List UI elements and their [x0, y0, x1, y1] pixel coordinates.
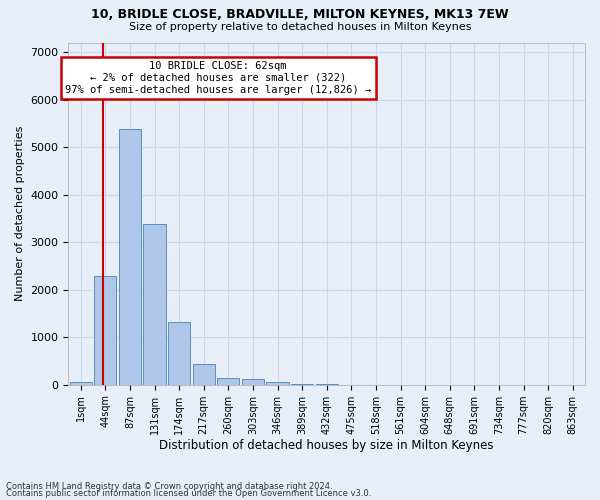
- Bar: [119, 129, 141, 384]
- Text: Contains HM Land Registry data © Crown copyright and database right 2024.: Contains HM Land Registry data © Crown c…: [6, 482, 332, 491]
- Text: Contains public sector information licensed under the Open Government Licence v3: Contains public sector information licen…: [6, 490, 371, 498]
- Bar: [266, 382, 289, 384]
- Bar: [70, 382, 92, 384]
- Bar: [217, 378, 239, 384]
- Text: 10 BRIDLE CLOSE: 62sqm
← 2% of detached houses are smaller (322)
97% of semi-det: 10 BRIDLE CLOSE: 62sqm ← 2% of detached …: [65, 62, 371, 94]
- Bar: [94, 276, 116, 384]
- Bar: [242, 380, 264, 384]
- Text: 10, BRIDLE CLOSE, BRADVILLE, MILTON KEYNES, MK13 7EW: 10, BRIDLE CLOSE, BRADVILLE, MILTON KEYN…: [91, 8, 509, 20]
- Bar: [143, 224, 166, 384]
- Text: Size of property relative to detached houses in Milton Keynes: Size of property relative to detached ho…: [129, 22, 471, 32]
- Bar: [168, 322, 190, 384]
- Y-axis label: Number of detached properties: Number of detached properties: [15, 126, 25, 302]
- X-axis label: Distribution of detached houses by size in Milton Keynes: Distribution of detached houses by size …: [160, 440, 494, 452]
- Bar: [193, 364, 215, 384]
